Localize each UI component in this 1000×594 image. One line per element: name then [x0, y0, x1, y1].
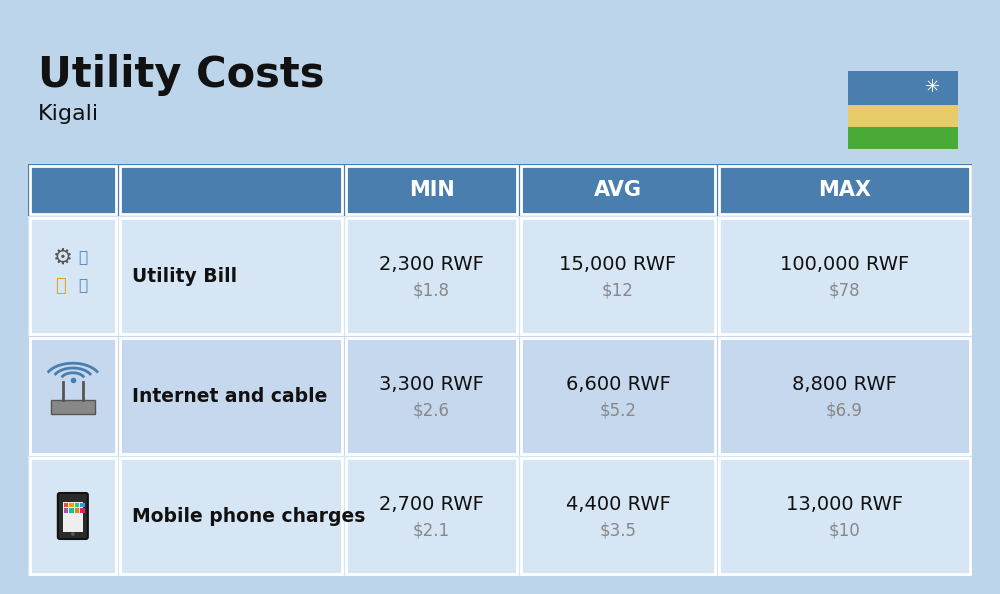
- FancyBboxPatch shape: [30, 338, 116, 454]
- Bar: [848, 71, 958, 105]
- Text: $6.9: $6.9: [826, 401, 863, 419]
- Bar: [64, 503, 68, 507]
- FancyBboxPatch shape: [120, 338, 342, 454]
- Text: Utility Costs: Utility Costs: [38, 54, 324, 96]
- FancyBboxPatch shape: [719, 218, 970, 334]
- Text: 📲: 📲: [78, 251, 87, 266]
- Text: 🖼: 🖼: [78, 279, 87, 293]
- Bar: [28, 336, 972, 456]
- Text: $5.2: $5.2: [600, 401, 637, 419]
- Text: $1.8: $1.8: [413, 281, 450, 299]
- Bar: [848, 127, 958, 149]
- Text: $3.5: $3.5: [600, 521, 637, 539]
- Bar: [69, 508, 74, 513]
- Bar: [64, 508, 68, 513]
- FancyBboxPatch shape: [120, 166, 342, 214]
- Text: Utility Bill: Utility Bill: [132, 267, 237, 286]
- Text: ⚙: ⚙: [53, 248, 73, 268]
- FancyBboxPatch shape: [30, 166, 116, 214]
- Text: 100,000 RWF: 100,000 RWF: [780, 254, 909, 273]
- Bar: [28, 216, 972, 336]
- Text: 2,300 RWF: 2,300 RWF: [379, 254, 484, 273]
- Bar: [28, 456, 972, 576]
- FancyBboxPatch shape: [719, 458, 970, 574]
- FancyBboxPatch shape: [521, 218, 715, 334]
- Text: 8,800 RWF: 8,800 RWF: [792, 374, 897, 393]
- Text: $2.6: $2.6: [413, 401, 450, 419]
- Bar: [80, 503, 85, 507]
- Text: Internet and cable: Internet and cable: [132, 387, 327, 406]
- Bar: [69, 503, 74, 507]
- Text: 3,300 RWF: 3,300 RWF: [379, 374, 484, 393]
- Text: 15,000 RWF: 15,000 RWF: [559, 254, 677, 273]
- Text: Kigali: Kigali: [38, 104, 99, 124]
- Text: $12: $12: [602, 281, 634, 299]
- FancyBboxPatch shape: [346, 338, 517, 454]
- Text: $2.1: $2.1: [413, 521, 450, 539]
- FancyBboxPatch shape: [120, 458, 342, 574]
- FancyBboxPatch shape: [346, 218, 517, 334]
- Text: MAX: MAX: [818, 180, 871, 200]
- Text: $78: $78: [829, 281, 860, 299]
- Text: 13,000 RWF: 13,000 RWF: [786, 494, 903, 513]
- Circle shape: [71, 532, 75, 536]
- Bar: [75, 503, 79, 507]
- FancyBboxPatch shape: [719, 166, 970, 214]
- Bar: [75, 508, 79, 513]
- Bar: [80, 508, 85, 513]
- Bar: [848, 105, 958, 127]
- Text: 2,700 RWF: 2,700 RWF: [379, 494, 484, 513]
- FancyBboxPatch shape: [30, 218, 116, 334]
- FancyBboxPatch shape: [120, 218, 342, 334]
- FancyBboxPatch shape: [346, 166, 517, 214]
- Bar: [28, 164, 972, 216]
- Text: 6,600 RWF: 6,600 RWF: [566, 374, 670, 393]
- FancyBboxPatch shape: [30, 458, 116, 574]
- FancyBboxPatch shape: [521, 458, 715, 574]
- FancyBboxPatch shape: [58, 493, 88, 539]
- Text: ✳: ✳: [925, 78, 940, 96]
- Bar: [51, 400, 95, 414]
- Text: 4,400 RWF: 4,400 RWF: [566, 494, 670, 513]
- Bar: [63, 502, 83, 532]
- FancyBboxPatch shape: [521, 338, 715, 454]
- Text: MIN: MIN: [409, 180, 454, 200]
- FancyBboxPatch shape: [719, 338, 970, 454]
- Text: $10: $10: [829, 521, 860, 539]
- Text: 🔌: 🔌: [55, 277, 66, 295]
- Text: AVG: AVG: [594, 180, 642, 200]
- Text: Mobile phone charges: Mobile phone charges: [132, 507, 365, 526]
- FancyBboxPatch shape: [346, 458, 517, 574]
- FancyBboxPatch shape: [521, 166, 715, 214]
